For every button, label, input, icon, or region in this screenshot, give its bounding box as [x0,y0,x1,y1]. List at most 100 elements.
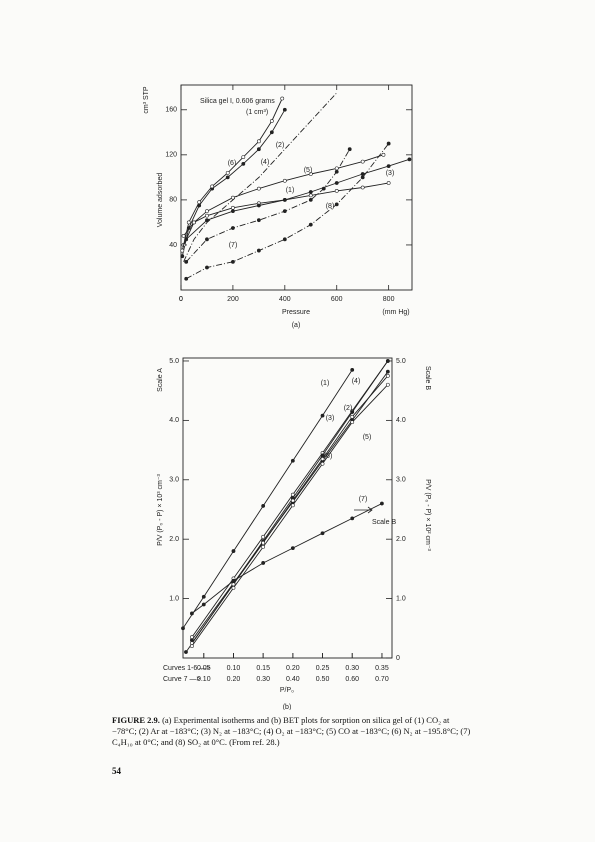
data-point [282,209,287,214]
data-point [308,197,313,202]
data-point [231,205,235,210]
x-tick-label: 0.05 [197,665,211,672]
data-point [308,193,313,198]
data-point [256,218,261,223]
data-point [282,107,287,112]
x-row-label: Curves 1-6 —> [163,665,210,672]
x-tick-label: 200 [227,296,239,303]
data-point [280,96,285,101]
xlabel: P/P₀ [280,687,294,694]
series-label: (6) [324,453,333,460]
series-line [183,92,338,262]
data-point [190,611,194,616]
x-tick-label: 0 [179,296,183,303]
data-point [320,461,325,466]
data-point [205,265,209,270]
data-point [201,594,206,599]
data-point [334,166,339,171]
x-tick-label: 600 [331,296,343,303]
y-tick-label: 80 [169,197,177,204]
data-point [320,457,325,461]
data-point [205,213,209,218]
x2-row-label: Curve 7 —> [163,676,201,683]
data-point [197,200,202,205]
data-point [290,546,295,550]
data-point [261,540,266,545]
x-tick-label: 0.10 [227,665,241,672]
y-tick-label: 3.0 [169,477,179,484]
yunit: cm³ STP [143,86,150,114]
data-point [350,420,355,425]
data-point [360,172,365,176]
data-point [231,209,235,214]
data-point [407,157,412,162]
caption: FIGURE 2.9. (a) Experimental isotherms a… [112,715,472,748]
data-point [282,197,287,202]
data-point [290,458,295,463]
series-line [181,109,286,257]
data-point [269,119,274,123]
data-point [386,164,391,168]
y-tick-label: 4.0 [396,417,406,424]
data-point [350,410,355,414]
y-tick-label: 0 [396,655,400,662]
data-point [360,175,365,180]
data-point [231,578,236,583]
series-label: (3) [326,415,335,422]
data-point [261,504,266,508]
data-point [290,503,295,508]
data-point [320,453,325,458]
x-tick-label: 0.70 [375,676,389,683]
x-tick-label: 0.35 [375,665,389,672]
y2axis-name: Scale B [424,366,431,390]
x-tick-label: 0 [179,296,183,303]
x-tick-label: 0.30 [345,665,359,672]
data-point [184,259,189,264]
data-point [269,130,274,135]
series-line [185,143,389,280]
data-point [334,188,339,193]
xunit: (mm Hg) [382,309,409,316]
data-point [231,226,235,230]
y-tick-label: 2.0 [169,536,179,543]
x-tick-label: 0.20 [227,676,241,683]
x-tick-label: 0.15 [256,665,270,672]
x-tick-label: 0.40 [286,676,300,683]
data-point [334,169,339,174]
data-point [385,373,390,378]
y-tick-label: 5.0 [396,358,406,365]
data-point [205,209,209,214]
panel-label: (b) [283,704,292,710]
data-point [321,186,326,191]
x-tick-label: 0.30 [256,676,270,683]
data-point [241,155,246,159]
data-point [186,220,191,225]
data-point [180,254,185,259]
series-line [185,158,410,240]
data-point [181,234,186,238]
data-point [231,586,236,590]
data-point [201,602,206,607]
data-point [256,203,261,208]
series-line [183,154,384,246]
data-point [261,561,266,565]
series-label: (2) [276,142,285,149]
ylabel: P/V (P₀ - P) × 10³ cm⁻³ [157,473,164,545]
data-point [360,159,365,164]
caption-text: (a) Experimental isotherms and (b) BET p… [112,715,471,747]
y-tick-label: 40 [169,242,177,249]
x-tick-label: 800 [383,296,395,303]
y2label: P/V (P₀ - P) × 10² cm⁻³ [424,479,431,551]
series-label: (3) [386,170,395,177]
y-tick-label: 3.0 [396,477,406,484]
data-point [256,248,261,253]
data-point [180,248,185,253]
data-point [385,369,390,374]
data-point [282,178,287,183]
x-tick-label: 0.50 [316,676,330,683]
data-point [320,413,325,418]
yaxis-name: Scale A [157,368,164,392]
x-tick-label: 0.60 [345,676,359,683]
data-point [308,190,313,194]
